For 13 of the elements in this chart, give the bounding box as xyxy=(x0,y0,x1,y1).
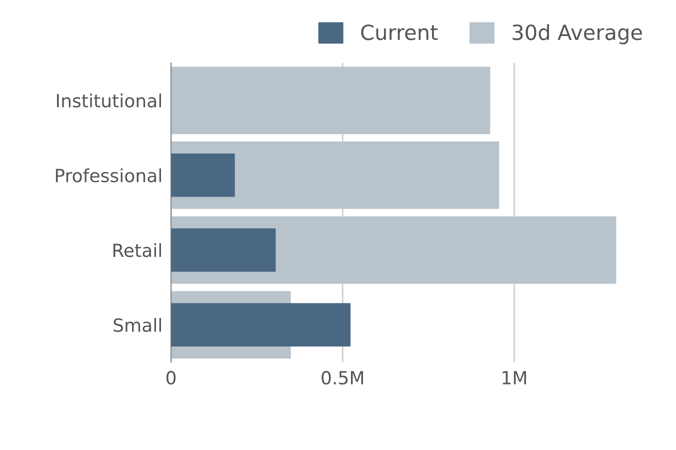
y-tick-label: Retail xyxy=(113,243,161,258)
x-tick-label: 0.5M xyxy=(322,370,364,385)
bar xyxy=(171,66,490,134)
x-tick-label: 1M xyxy=(502,371,526,384)
x-tick-label: 0 xyxy=(166,370,176,385)
bar xyxy=(171,303,351,347)
legend-label: 30d Average xyxy=(512,24,642,44)
bar xyxy=(171,228,276,272)
y-tick-label: Small xyxy=(114,318,161,332)
y-tick-label: Institutional xyxy=(57,94,162,108)
bar xyxy=(171,154,235,197)
y-tick-label: Professional xyxy=(56,168,162,182)
legend-label: Current xyxy=(361,24,438,40)
